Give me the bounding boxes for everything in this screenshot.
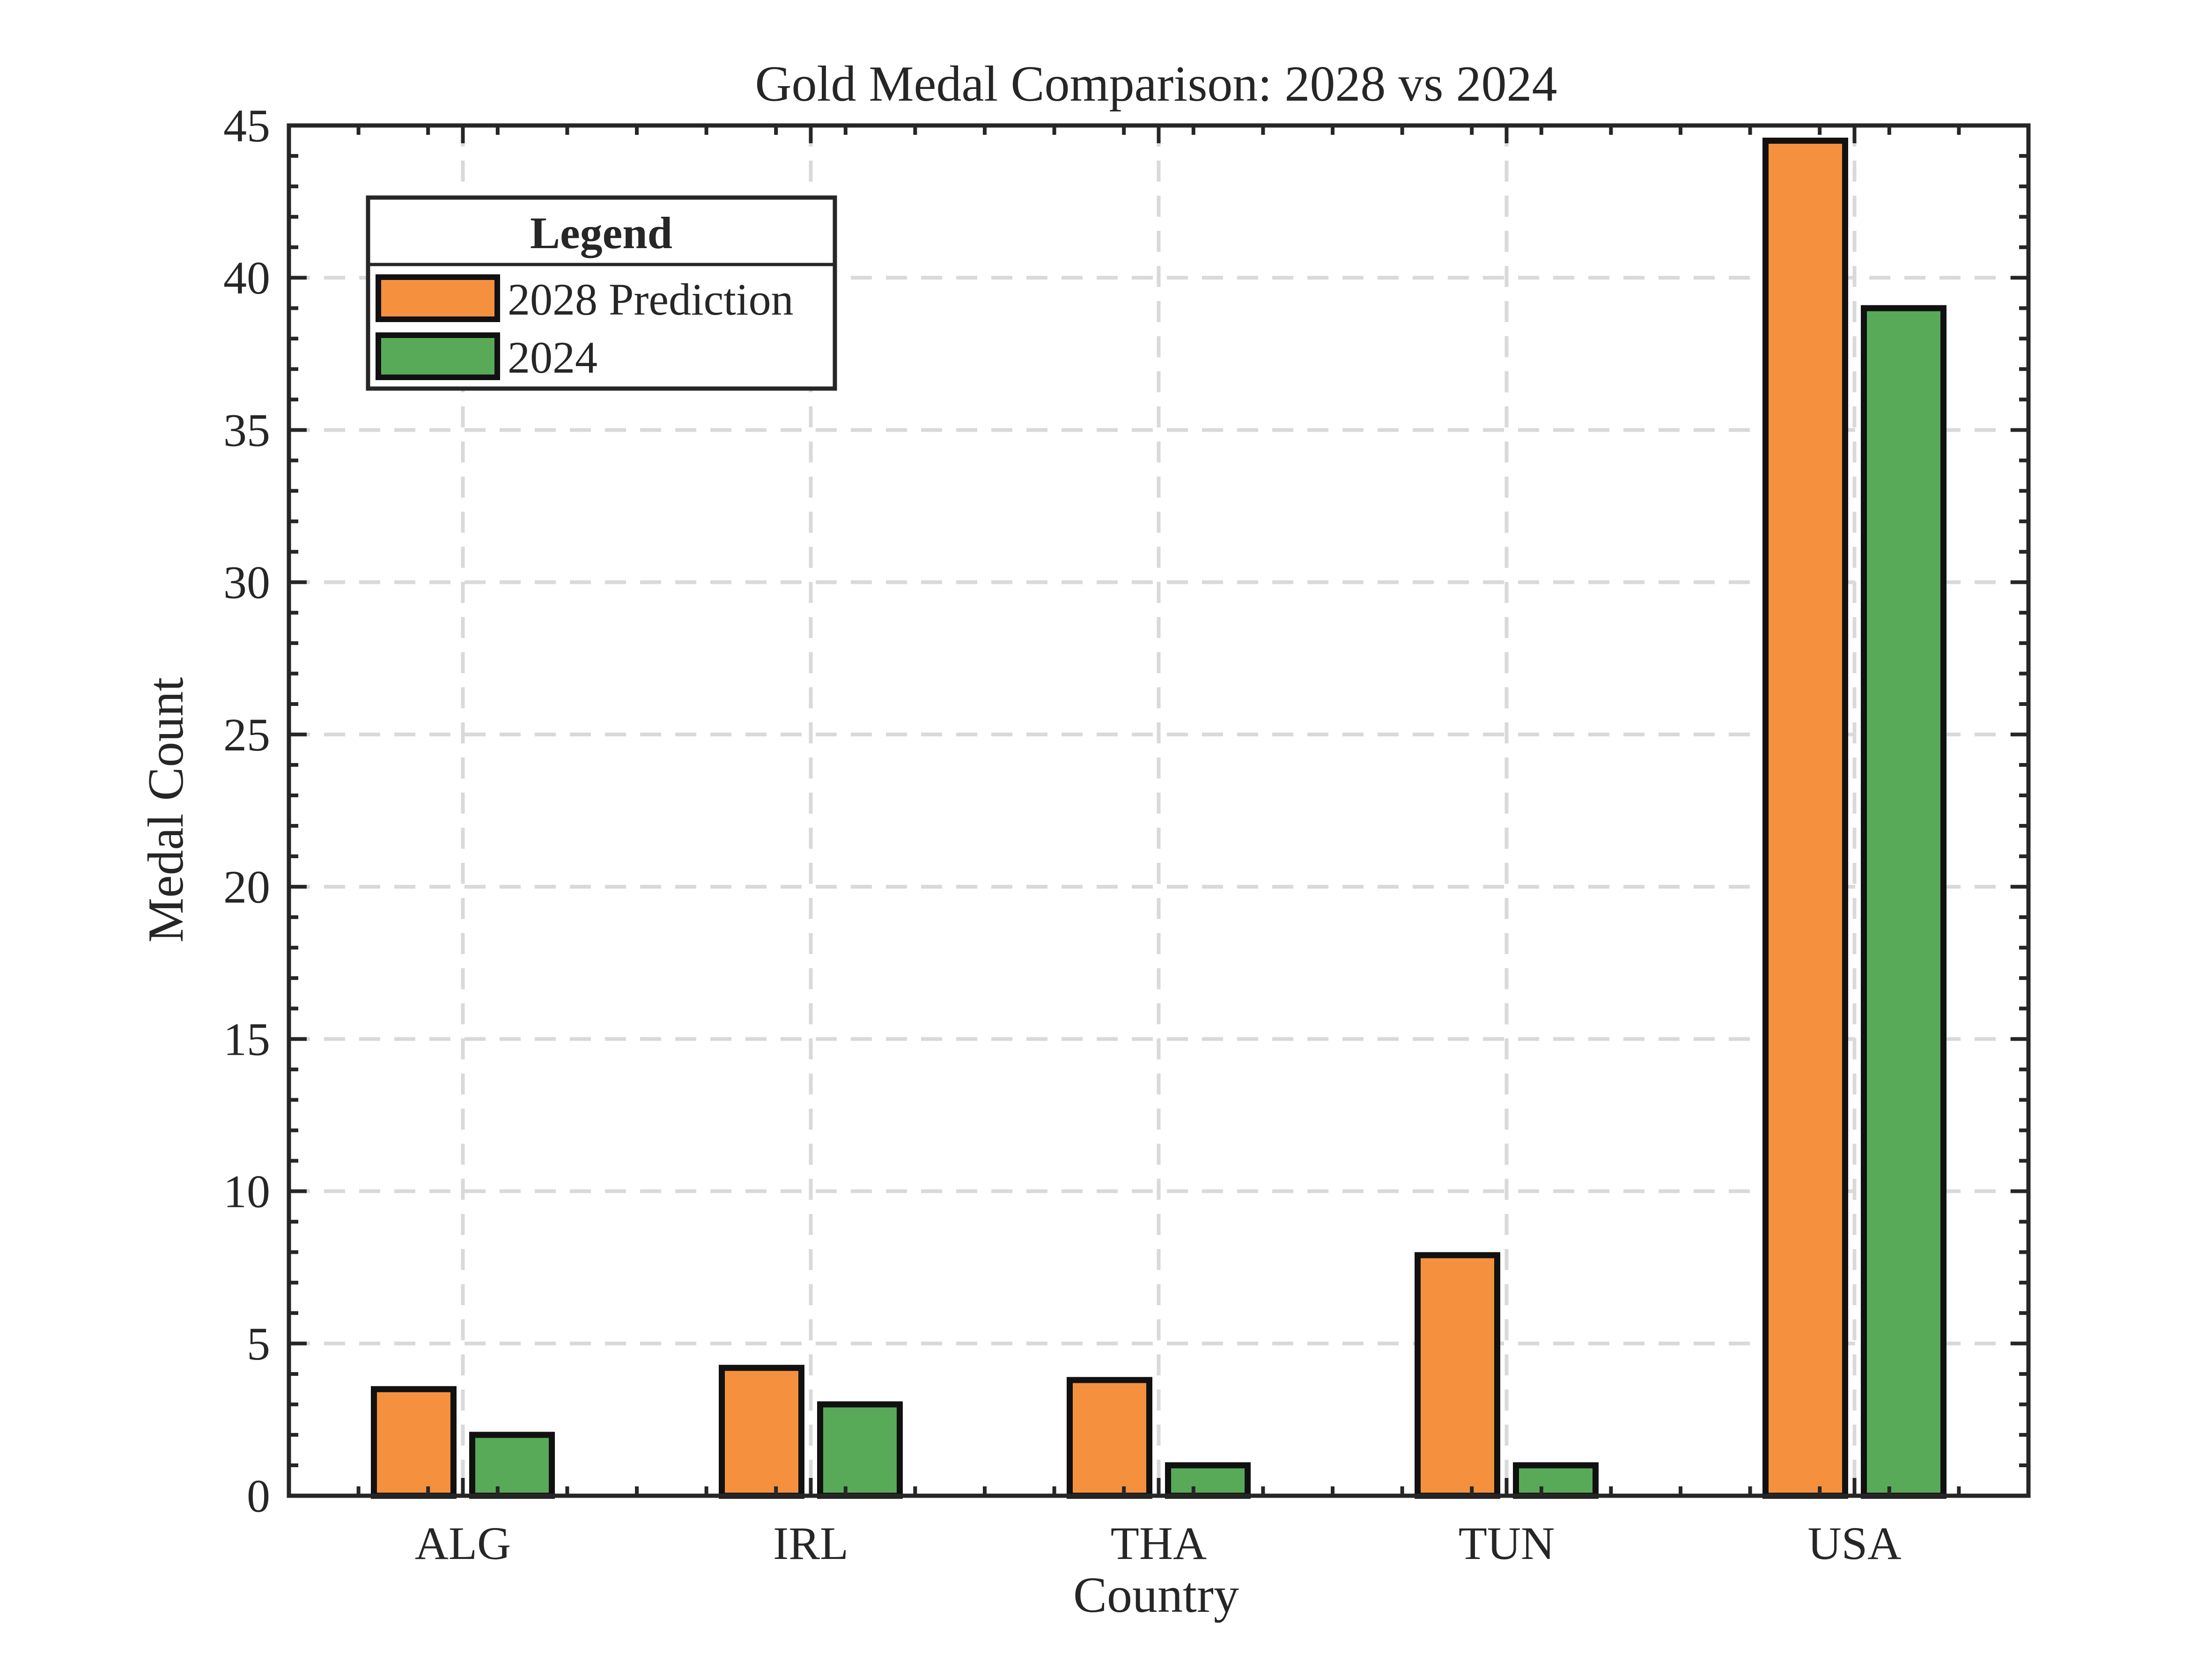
legend-title: Legend xyxy=(530,208,672,258)
bar-2024-irl xyxy=(817,1401,903,1499)
legend-label-2028-prediction: 2028 Prediction xyxy=(508,274,794,324)
x-axis-label: Country xyxy=(1073,1567,1239,1623)
legend: Legend 2028 Prediction 2024 xyxy=(366,195,837,391)
bar-2028-prediction-tun xyxy=(1415,1252,1500,1499)
bar-2028-prediction-alg xyxy=(371,1386,457,1499)
y-tick-label: 10 xyxy=(223,1166,270,1218)
x-tick-label-tha: THA xyxy=(1111,1517,1207,1569)
x-tick-label-tun: TUN xyxy=(1459,1517,1555,1569)
bar-2024-tha xyxy=(1165,1462,1251,1499)
y-tick-label: 45 xyxy=(223,100,270,152)
chart-title: Gold Medal Comparison: 2028 vs 2024 xyxy=(755,56,1557,112)
x-tick-label-alg: ALG xyxy=(415,1517,511,1569)
legend-swatch-2028-prediction xyxy=(376,274,500,322)
bar-2024-tun xyxy=(1513,1462,1599,1499)
bar-2024-alg xyxy=(469,1432,555,1499)
y-tick-label: 35 xyxy=(223,404,270,456)
bar-2024-usa xyxy=(1861,305,1947,1499)
y-axis-label: Medal Count xyxy=(138,677,194,943)
y-tick-label: 40 xyxy=(223,252,270,304)
y-tick-label: 30 xyxy=(223,557,270,609)
bar-2028-prediction-irl xyxy=(719,1365,804,1499)
y-tick-label: 0 xyxy=(247,1470,270,1522)
x-tick-label-usa: USA xyxy=(1807,1517,1901,1569)
y-tick-label: 5 xyxy=(247,1318,270,1370)
x-tick-label-irl: IRL xyxy=(773,1517,848,1569)
legend-label-2024: 2024 xyxy=(508,332,597,382)
bar-2028-prediction-usa xyxy=(1762,138,1848,1499)
legend-swatch-2024 xyxy=(376,332,500,380)
y-tick-label: 25 xyxy=(223,709,270,761)
bar-2028-prediction-tha xyxy=(1067,1377,1152,1499)
y-tick-label: 20 xyxy=(223,861,270,913)
y-tick-label: 15 xyxy=(223,1013,270,1065)
